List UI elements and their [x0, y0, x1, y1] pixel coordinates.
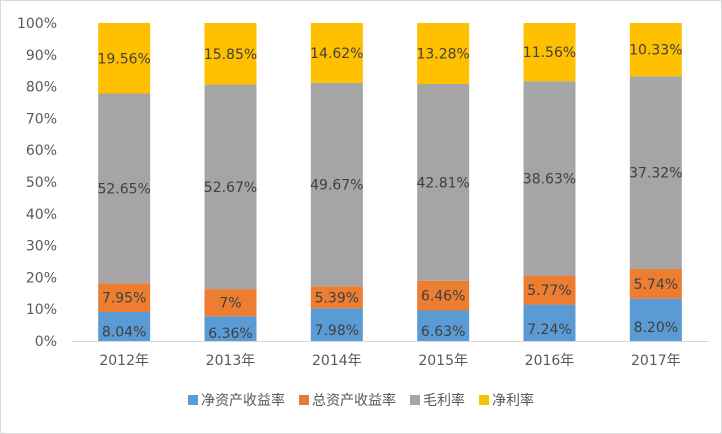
- bar-segment: [629, 298, 682, 341]
- bar-segment: [310, 308, 363, 341]
- legend-swatch: [410, 395, 420, 405]
- legend-swatch: [188, 395, 198, 405]
- legend-label: 净资产收益率: [201, 392, 285, 409]
- data-label: 5.74%: [634, 277, 678, 293]
- y-tick-label: 60%: [26, 143, 57, 159]
- x-axis: 2012年 2013年 2014年 2015年 2016年 2017年: [71, 341, 709, 369]
- bar-segment: [417, 310, 470, 341]
- x-tick-label: 2013年: [206, 353, 256, 369]
- x-tick-label: 2012年: [99, 353, 149, 369]
- data-label: 6.36%: [208, 326, 252, 342]
- y-tick-label: 20%: [26, 270, 57, 286]
- y-tick-label: 70%: [26, 111, 57, 127]
- legend-item: 净资产收益率: [188, 392, 285, 409]
- data-label: 7%: [219, 296, 241, 312]
- legend-item: 总资产收益率: [299, 392, 396, 409]
- bar-segment: [523, 23, 576, 82]
- bars: [98, 23, 682, 341]
- y-tick-label: 90%: [26, 48, 57, 64]
- data-label: 13.28%: [416, 47, 469, 63]
- bar-segment: [523, 304, 576, 341]
- bar-segment: [523, 275, 576, 305]
- legend-swatch: [299, 395, 309, 405]
- legend: 净资产收益率 总资产收益率 毛利率 净利率: [188, 392, 534, 409]
- data-label: 6.63%: [421, 324, 465, 340]
- x-tick-label: 2015年: [418, 353, 468, 369]
- bar-segment: [629, 76, 682, 270]
- bar-segment: [417, 23, 470, 85]
- data-label: 15.85%: [204, 47, 257, 63]
- data-label: 52.67%: [204, 180, 257, 196]
- bar-segment: [417, 84, 470, 281]
- data-label: 10.33%: [629, 43, 682, 59]
- bar-segment: [310, 23, 363, 83]
- y-tick-label: 100%: [17, 16, 57, 32]
- data-label: 42.81%: [416, 175, 469, 191]
- bar-segment: [629, 269, 682, 299]
- data-label: 6.46%: [421, 289, 465, 305]
- data-label: 11.56%: [523, 45, 576, 61]
- data-label: 14.62%: [310, 46, 363, 62]
- data-label: 37.32%: [629, 166, 682, 182]
- bar-segment: [204, 316, 257, 341]
- data-label: 5.77%: [527, 283, 571, 299]
- data-label: 7.95%: [102, 291, 146, 307]
- bar-segment: [204, 23, 257, 85]
- y-tick-label: 10%: [26, 302, 57, 318]
- data-label: 7.24%: [527, 322, 571, 338]
- bar-segment: [98, 93, 151, 284]
- data-labels: 8.04% 7.95% 52.65% 19.56% 6.36% 7% 52.67% 15.85…: [97, 43, 682, 342]
- data-label: 49.67%: [310, 178, 363, 194]
- legend-label: 净利率: [492, 392, 534, 409]
- bar-segment: [98, 283, 151, 313]
- bar-segment: [629, 23, 682, 77]
- y-tick-label: 0%: [35, 334, 57, 350]
- legend-label: 总资产收益率: [312, 392, 396, 409]
- x-tick-label: 2016年: [525, 353, 575, 369]
- bar-segment: [204, 84, 257, 290]
- data-label: 8.04%: [102, 324, 146, 340]
- data-label: 7.98%: [315, 323, 359, 339]
- data-label: 38.63%: [523, 171, 576, 187]
- data-label: 52.65%: [97, 181, 150, 197]
- y-tick-label: 30%: [26, 239, 57, 255]
- bar-segment: [310, 286, 363, 309]
- data-label: 19.56%: [97, 51, 150, 67]
- bar-segment: [98, 23, 151, 94]
- y-tick-label: 80%: [26, 80, 57, 96]
- y-tick-label: 50%: [26, 175, 57, 191]
- bar-segment: [523, 81, 576, 276]
- x-tick-label: 2017年: [631, 353, 681, 369]
- legend-label: 毛利率: [423, 392, 465, 409]
- bar-segment: [98, 312, 151, 341]
- y-tick-label: 40%: [26, 207, 57, 223]
- data-label: 8.20%: [634, 320, 678, 336]
- legend-item: 净利率: [479, 392, 534, 409]
- legend-item: 毛利率: [410, 392, 465, 409]
- y-axis: 0% 10% 20% 30% 40% 50% 60% 70% 80% 90% 100%: [17, 16, 57, 350]
- x-tick-label: 2014年: [312, 353, 362, 369]
- bar-segment: [204, 289, 257, 317]
- legend-swatch: [479, 395, 489, 405]
- bar-segment: [310, 82, 363, 287]
- bar-segment: [417, 280, 470, 311]
- data-label: 5.39%: [315, 290, 359, 306]
